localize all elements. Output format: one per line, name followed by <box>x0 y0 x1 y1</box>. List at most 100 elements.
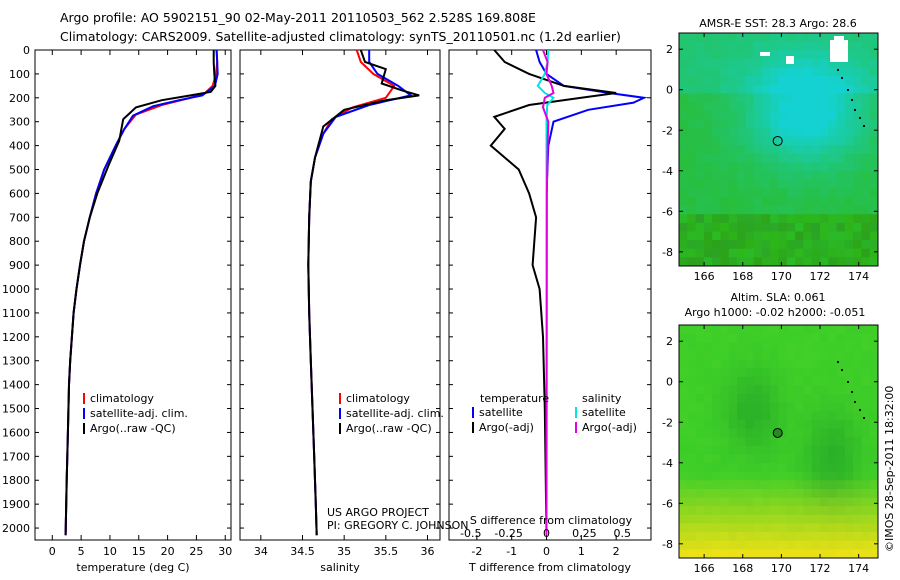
map-cell <box>728 41 738 51</box>
map-cell <box>836 376 846 386</box>
map-cell <box>720 523 730 533</box>
imos-watermark: ©IMOS 28-Sep-2011 18:32:00 <box>883 386 896 552</box>
map-cell <box>836 76 846 86</box>
map-cell <box>786 368 796 378</box>
map-cell <box>737 240 746 250</box>
map-cell <box>778 419 788 430</box>
map-cell <box>737 350 746 361</box>
map-cell <box>728 214 738 224</box>
map-cell <box>753 145 763 155</box>
map-cell <box>770 119 780 129</box>
map-cell <box>720 257 730 266</box>
map-cell <box>737 257 746 266</box>
header-line1: Argo profile: AO 5902151_90 02-May-2011 … <box>60 10 536 25</box>
map-cell <box>861 506 871 516</box>
map-cell <box>720 325 730 335</box>
map-cell <box>861 93 871 103</box>
map-cell <box>795 445 804 455</box>
map-cell <box>695 127 705 138</box>
map-cell <box>786 171 796 181</box>
map-cell <box>703 489 713 499</box>
map-cell <box>820 153 829 163</box>
map-cell <box>786 67 796 77</box>
map-cell <box>728 368 738 378</box>
map-cell <box>820 342 829 352</box>
map-cell <box>844 402 854 412</box>
map-cell <box>786 333 796 343</box>
map-cell <box>703 549 713 558</box>
map-cell <box>853 428 862 438</box>
map-cell <box>869 480 878 490</box>
map-cell <box>703 385 713 395</box>
map-cell <box>853 41 862 51</box>
map-cell <box>687 463 697 473</box>
map-cell <box>803 214 813 224</box>
map-cell <box>836 385 846 395</box>
map-cell <box>869 540 878 550</box>
sla-map-panel: 166 168 170 172 174 2 0 -2 -4 -6 -8 Altim. SLA: 0.0… <box>662 291 879 575</box>
map-cell <box>853 419 862 430</box>
map-cell <box>811 463 821 473</box>
map-cell <box>695 171 705 181</box>
map-cell <box>712 480 722 490</box>
map-cell <box>745 41 755 51</box>
map-cell <box>753 437 763 447</box>
map-cell <box>861 222 871 233</box>
y-tick-label: 100 <box>9 68 30 81</box>
map-cell <box>712 540 722 550</box>
map-cell <box>844 127 854 138</box>
map-cell <box>761 471 771 481</box>
map-cell <box>761 145 771 155</box>
map-cell <box>820 463 829 473</box>
map-cell <box>770 102 780 112</box>
map-cell <box>844 67 854 77</box>
map-cell <box>786 110 796 120</box>
map-cell <box>811 248 821 258</box>
map-cell <box>745 76 755 86</box>
x-tick-label: 0 <box>543 545 550 558</box>
map-cell <box>712 497 722 507</box>
map-cell <box>869 171 878 181</box>
map-cell <box>703 205 713 215</box>
map-cell <box>820 67 829 77</box>
map-cell <box>828 257 838 266</box>
map-cell <box>861 50 871 60</box>
map-cell <box>853 76 862 86</box>
map-cell <box>778 532 788 542</box>
map-cell <box>695 342 705 352</box>
map-cell <box>761 153 771 163</box>
map-cell <box>745 171 755 181</box>
map-cell <box>745 240 755 250</box>
map-cell <box>770 549 780 558</box>
map-cell <box>836 214 846 224</box>
map-cell <box>712 33 722 43</box>
map-cell <box>745 437 755 447</box>
map-cell <box>828 394 838 404</box>
map-cell <box>803 50 813 60</box>
map-cell <box>853 394 862 404</box>
map-cell <box>811 402 821 412</box>
map-cell <box>703 102 713 112</box>
map-cell <box>712 248 722 258</box>
y-tick-label: -4 <box>662 457 673 470</box>
map-cell <box>820 385 829 395</box>
map-cell <box>679 385 688 395</box>
map-cell <box>720 454 730 464</box>
map-cell <box>745 549 755 558</box>
map-cell <box>869 110 878 120</box>
map-cell <box>820 41 829 51</box>
map-cell <box>728 127 738 138</box>
map-cell <box>737 471 746 481</box>
map-cell <box>712 127 722 138</box>
map-cell <box>836 394 846 404</box>
map-cell <box>853 93 862 103</box>
map-cell <box>753 419 763 430</box>
map-cell <box>695 514 705 525</box>
y-tick-label: 2 <box>666 335 673 348</box>
map-cell <box>853 342 862 352</box>
map-cell <box>828 350 838 361</box>
map-cell <box>795 67 804 77</box>
map-cell <box>703 333 713 343</box>
x-tick-label: 35 <box>337 545 351 558</box>
map-cell <box>853 489 862 499</box>
